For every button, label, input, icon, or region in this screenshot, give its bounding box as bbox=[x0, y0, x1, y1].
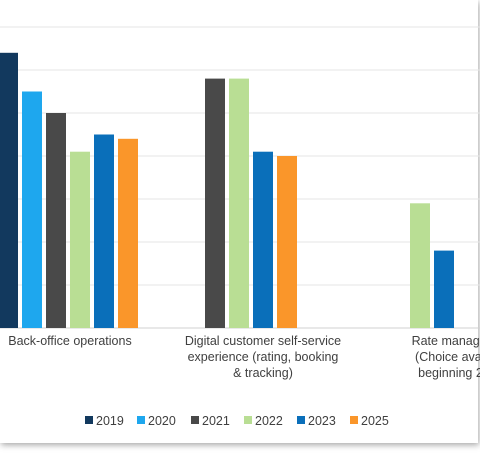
category-label: Back-office operations bbox=[8, 334, 131, 348]
category-label: & tracking) bbox=[233, 366, 293, 380]
legend-swatch-2023 bbox=[297, 416, 305, 424]
category-label: experience (rating, booking bbox=[188, 350, 339, 364]
legend-label-2022: 2022 bbox=[255, 414, 283, 428]
legend-swatch-2025 bbox=[350, 416, 358, 424]
category-label: Rate management bbox=[412, 334, 480, 348]
bar-2025-cat1 bbox=[277, 156, 297, 328]
bar-2019-cat0 bbox=[0, 52, 18, 329]
legend-label-2021: 2021 bbox=[202, 414, 230, 428]
legend-label-2020: 2020 bbox=[148, 414, 176, 428]
legend-label-2025: 2025 bbox=[361, 414, 389, 428]
legend-swatch-2022 bbox=[244, 416, 252, 424]
legend-swatch-2021 bbox=[191, 416, 199, 424]
legend-label-2023: 2023 bbox=[308, 414, 336, 428]
category-labels: Back-office operations Digital customer s… bbox=[8, 334, 480, 380]
legend-label-2019: 2019 bbox=[96, 414, 124, 428]
bar-2022-cat1 bbox=[229, 78, 249, 328]
legend-swatch-2019 bbox=[85, 416, 93, 424]
chart-card: Back-office operations Digital customer s… bbox=[0, 26, 480, 428]
bars bbox=[0, 52, 454, 329]
bar-2022-cat2 bbox=[410, 203, 430, 328]
bar-2023-cat1 bbox=[253, 151, 273, 328]
bar-2021-cat1 bbox=[205, 78, 225, 328]
bar-2020-cat0 bbox=[22, 91, 42, 328]
bar-2021-cat0 bbox=[46, 113, 66, 328]
bar-2023-cat0 bbox=[94, 134, 114, 328]
category-label: Digital customer self-service bbox=[185, 334, 341, 348]
category-label: beginning 2022) bbox=[418, 366, 480, 380]
bar-2025-cat0 bbox=[118, 138, 138, 328]
category-label: (Choice available bbox=[415, 350, 480, 364]
legend: 2019 2020 2021 2022 2023 2025 bbox=[85, 414, 389, 428]
bar-2023-cat2 bbox=[434, 250, 454, 328]
bar-2022-cat0 bbox=[70, 151, 90, 328]
legend-swatch-2020 bbox=[137, 416, 145, 424]
